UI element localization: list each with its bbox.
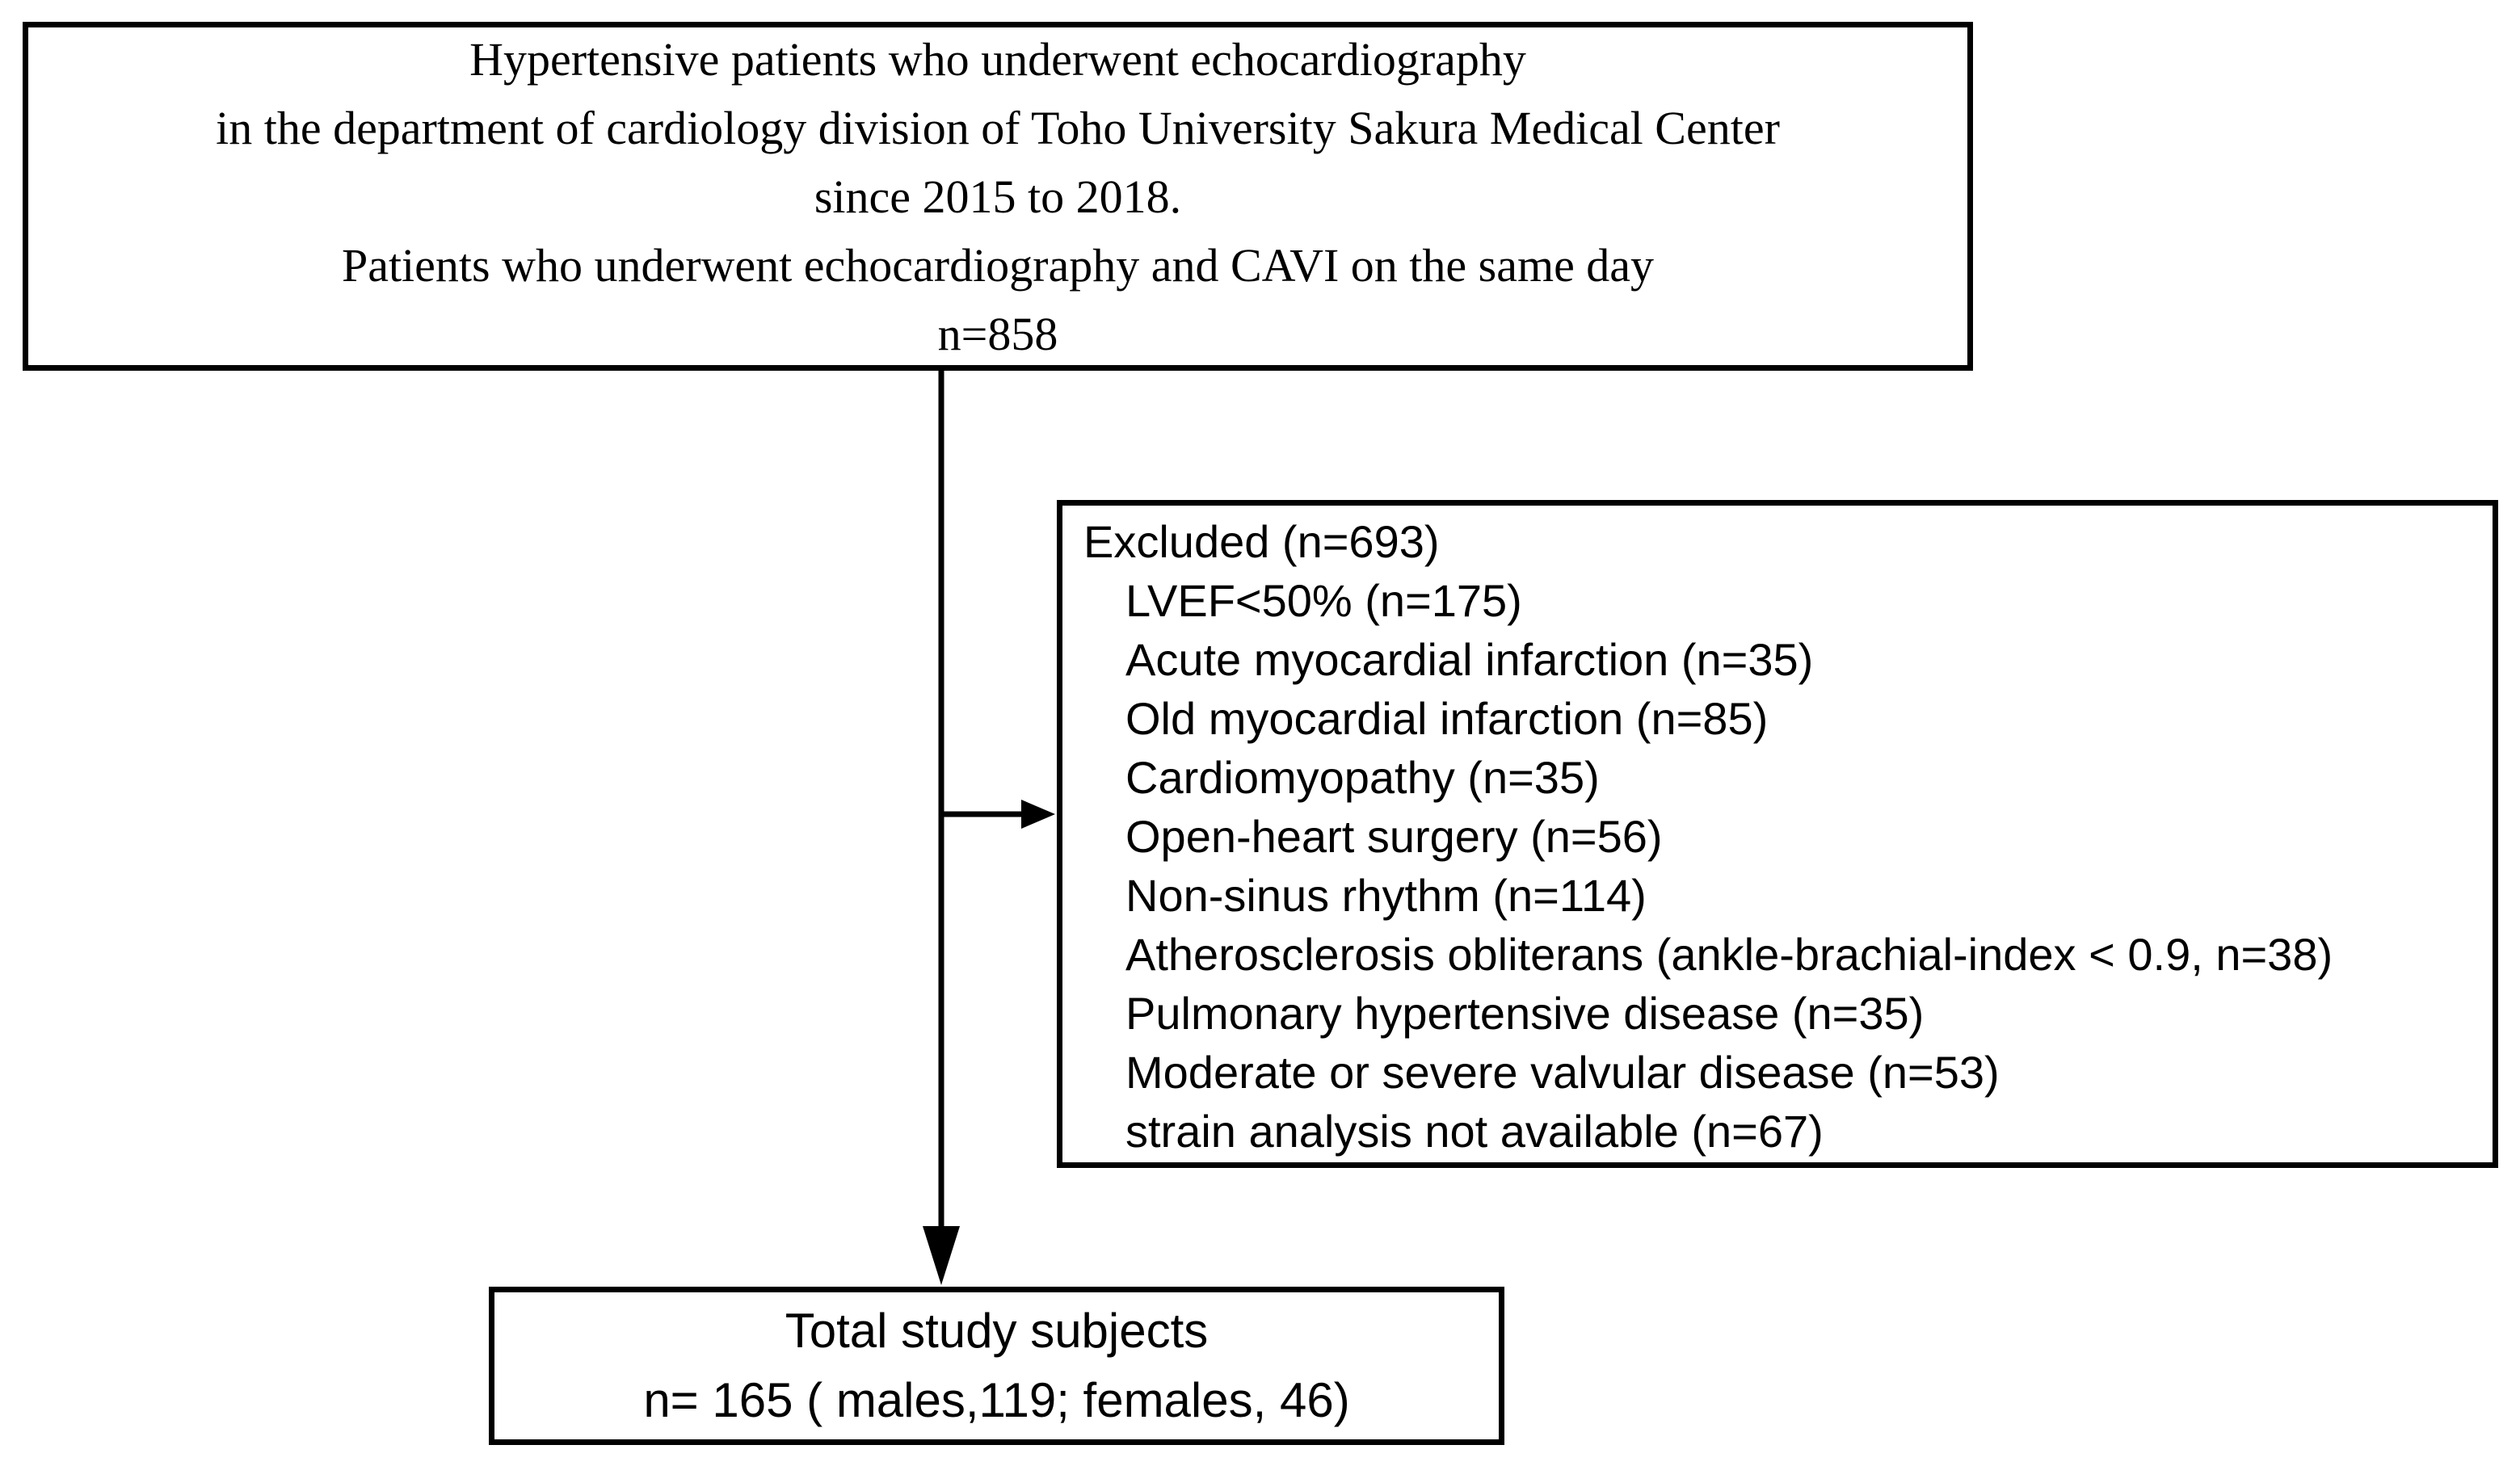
excluded-item-pulmonary-hypertensive: Pulmonary hypertensive disease (n=35): [1125, 988, 1925, 1039]
population-count: n=858: [937, 307, 1058, 360]
population-line-1: Hypertensive patients who underwent echo…: [469, 32, 1526, 86]
excluded-item-open-heart-surgery: Open-heart surgery (n=56): [1125, 811, 1663, 862]
total-subjects-title: Total study subjects: [785, 1304, 1209, 1358]
right-arrowhead-icon: [1021, 800, 1055, 829]
excluded-item-acute-mi: Acute myocardial infarction (n=35): [1125, 634, 1814, 685]
excluded-title: Excluded (n=693): [1083, 516, 1440, 567]
total-subjects-count: n= 165 ( males,119; females, 46): [643, 1373, 1350, 1427]
population-line-2: in the department of cardiology division…: [216, 101, 1780, 154]
excluded-item-atherosclerosis: Atherosclerosis obliterans (ankle-brachi…: [1125, 929, 2333, 980]
population-line-3: since 2015 to 2018.: [814, 170, 1182, 223]
total-subjects-box: Total study subjects n= 165 ( males,119;…: [489, 1287, 1504, 1445]
excluded-item-old-mi: Old myocardial infarction (n=85): [1125, 693, 1769, 744]
excluded-item-non-sinus-rhythm: Non-sinus rhythm (n=114): [1125, 870, 1647, 921]
population-line-4: Patients who underwent echocardiography …: [341, 238, 1655, 292]
population-box: Hypertensive patients who underwent echo…: [23, 22, 1973, 371]
excluded-item-cardiomyopathy: Cardiomyopathy (n=35): [1125, 752, 1600, 803]
excluded-box: Excluded (n=693) LVEF<50% (n=175) Acute …: [1057, 500, 2498, 1168]
excluded-item-lvef: LVEF<50% (n=175): [1125, 575, 1522, 626]
excluded-item-valvular-disease: Moderate or severe valvular disease (n=5…: [1125, 1047, 2000, 1098]
excluded-item-strain-analysis: strain analysis not available (n=67): [1125, 1106, 1824, 1157]
down-arrowhead-icon: [923, 1226, 960, 1285]
